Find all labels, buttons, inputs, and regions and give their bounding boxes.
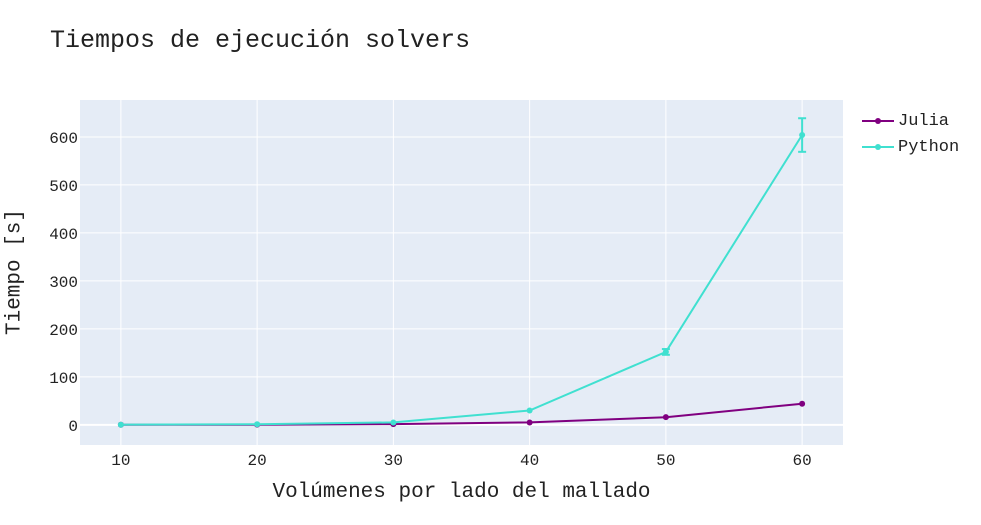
data-point-julia bbox=[526, 419, 533, 426]
data-point-python bbox=[390, 419, 397, 426]
plot-area bbox=[80, 100, 843, 445]
legend-swatch-python bbox=[862, 144, 894, 150]
y-tick-label: 600 bbox=[49, 130, 78, 148]
y-tick-label: 0 bbox=[68, 418, 78, 436]
legend-swatch-julia bbox=[862, 118, 894, 124]
y-tick-label: 500 bbox=[49, 178, 78, 196]
series-line-python bbox=[120, 134, 803, 426]
y-tick-label: 100 bbox=[49, 370, 78, 388]
legend-label-julia: Julia bbox=[898, 111, 950, 131]
data-point-python bbox=[254, 421, 261, 428]
x-tick-label: 10 bbox=[111, 452, 130, 470]
x-tick-label: 40 bbox=[520, 452, 539, 470]
data-point-python bbox=[117, 421, 124, 428]
x-tick-label: 20 bbox=[248, 452, 267, 470]
x-axis-label: Volúmenes por lado del mallado bbox=[272, 481, 651, 504]
data-point-julia bbox=[662, 414, 669, 421]
legend-label-python: Python bbox=[898, 137, 960, 157]
y-axis-label: Tiempo [s] bbox=[3, 208, 27, 336]
data-point-python bbox=[526, 407, 533, 414]
data-point-python bbox=[662, 348, 669, 355]
data-point-python bbox=[799, 132, 806, 139]
y-tick-label: 300 bbox=[49, 274, 78, 292]
y-tick-label: 200 bbox=[49, 322, 78, 340]
x-tick-label: 30 bbox=[384, 452, 403, 470]
x-tick-label: 60 bbox=[793, 452, 812, 470]
x-tick-label: 50 bbox=[656, 452, 675, 470]
legend: Julia Python bbox=[862, 108, 959, 160]
legend-item-python[interactable]: Python bbox=[862, 134, 959, 160]
chart-title: Tiempos de ejecución solvers bbox=[50, 26, 471, 55]
y-tick-label: 400 bbox=[49, 226, 78, 244]
legend-item-julia[interactable]: Julia bbox=[862, 108, 959, 134]
data-point-julia bbox=[799, 400, 806, 407]
